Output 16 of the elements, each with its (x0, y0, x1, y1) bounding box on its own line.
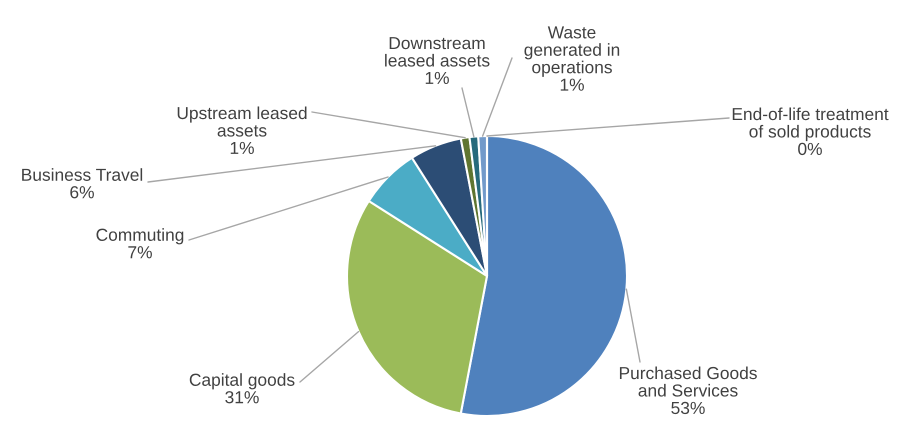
slice-label: Upstream leased assets (178, 106, 307, 137)
data-label: 6% (70, 186, 94, 198)
data-label: 1% (560, 78, 584, 91)
slice-label: Downstream leased assets (385, 37, 490, 67)
slice-label: Purchased Goods and Services (620, 366, 757, 397)
category-label: End-of-life treatment of sold products (732, 107, 889, 142)
slice-label: Waste generated in operations (524, 26, 620, 77)
data-label: 7% (128, 246, 152, 258)
slice-label: Commuting (96, 228, 184, 244)
data-label: 31% (225, 391, 259, 404)
data-label: 53% (671, 402, 705, 414)
data-label: 1% (230, 142, 254, 154)
slice-label: Capital goods (190, 373, 294, 390)
data-label: 1% (426, 72, 449, 84)
text: 0% (798, 142, 822, 156)
slice-label: Business Travel (22, 168, 142, 181)
